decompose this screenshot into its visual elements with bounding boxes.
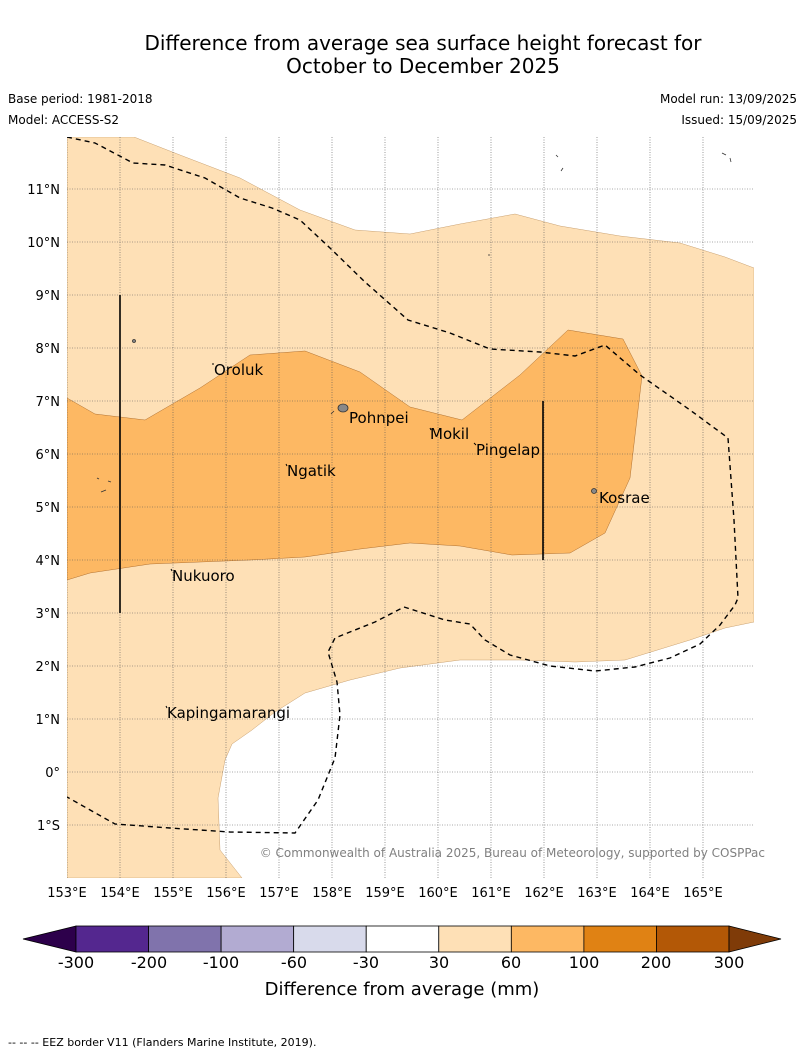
lat-label: 6°N [36, 448, 61, 463]
latitude-gridlines [67, 188, 754, 826]
colorbar-segment [148, 925, 222, 953]
lon-label: 165°E [683, 886, 723, 901]
colorbar-tick-label: 200 [641, 953, 672, 972]
lon-label: 158°E [312, 886, 352, 901]
model-name: Model: ACCESS-S2 [8, 113, 120, 127]
pohnpei-island-shape [337, 403, 349, 413]
map-panel: Oroluk Pohnpei Mokil Pingelap Ngatik Kos… [27, 137, 765, 901]
map-figure: Oroluk Pohnpei Mokil Pingelap Ngatik Kos… [22, 137, 782, 1000]
eez-legend-footer: -- -- -- EEZ border V11 (Flanders Marine… [8, 1036, 317, 1049]
colorbar-label: Difference from average (mm) [265, 979, 540, 1000]
colorbar-segments [75, 925, 730, 953]
place-label-mokil: Mokil [430, 425, 469, 443]
title-line-2: October to December 2025 [286, 54, 560, 78]
colorbar-tick-label: 60 [501, 953, 521, 972]
base-period: Base period: 1981-2018 [8, 92, 153, 106]
colorbar-tick-label: 100 [569, 953, 600, 972]
lon-label: 154°E [100, 886, 140, 901]
lat-label: 11°N [27, 183, 60, 198]
small-island-shape [132, 339, 136, 343]
lat-label: 4°N [36, 554, 61, 569]
lon-label: 159°E [365, 886, 405, 901]
place-labels: Oroluk Pohnpei Mokil Pingelap Ngatik Kos… [165, 361, 650, 722]
lon-label: 161°E [471, 886, 511, 901]
lon-label: 157°E [259, 886, 299, 901]
colorbar-segment [220, 925, 295, 953]
lat-label: 10°N [27, 236, 60, 251]
colorbar-tick-label: -60 [281, 953, 307, 972]
lat-label: 1°S [37, 819, 60, 834]
colorbar-segment [293, 925, 367, 953]
colorbar-tick-label: -100 [203, 953, 239, 972]
lat-label: 7°N [36, 395, 61, 410]
place-label-ngatik: Ngatik [287, 462, 336, 480]
colorbar-tick-label: -300 [58, 953, 94, 972]
colorbar-segment [510, 925, 585, 953]
colorbar-segment [75, 925, 149, 953]
kosrae-island-shape [591, 488, 597, 494]
place-label-kapingamarangi: Kapingamarangi [167, 704, 290, 722]
lon-label: 155°E [153, 886, 193, 901]
colorbar-tick-label: -200 [131, 953, 167, 972]
anomaly-60-100-region [67, 329, 643, 581]
lat-label: 1°N [36, 713, 61, 728]
colorbar-segment [438, 925, 512, 953]
map-title: Difference from average sea surface heig… [0, 32, 804, 78]
title-line-1: Difference from average sea surface heig… [144, 31, 702, 55]
colorbar: -300 -200 -100 -60 -30 30 60 100 200 300… [22, 925, 782, 1000]
lon-label: 156°E [206, 886, 246, 901]
lat-label: 2°N [36, 660, 61, 675]
lat-label: 5°N [36, 501, 61, 516]
lon-label: 164°E [630, 886, 670, 901]
lat-label: 9°N [36, 289, 61, 304]
colorbar-tick-label: -30 [353, 953, 379, 972]
colorbar-tick-label: 30 [429, 953, 449, 972]
model-run: Model run: 13/09/2025 [659, 92, 797, 106]
colorbar-segment [365, 925, 440, 953]
place-label-nukuoro: Nukuoro [172, 567, 235, 585]
lon-label: 163°E [577, 886, 617, 901]
colorbar-segment [583, 925, 657, 953]
lat-label: 8°N [36, 342, 61, 357]
place-label-oroluk: Oroluk [214, 361, 263, 379]
colorbar-tick-labels: -300 -200 -100 -60 -30 30 60 100 200 300 [58, 953, 744, 972]
colorbar-over-triangle [728, 925, 782, 953]
latitude-axis-labels: 11°N 10°N 9°N 8°N 7°N 6°N 5°N 4°N 3°N 2°… [27, 183, 60, 834]
colorbar-under-triangle [22, 925, 77, 953]
lon-label: 153°E [47, 886, 87, 901]
place-label-pohnpei: Pohnpei [349, 409, 409, 427]
colorbar-tick-label: 300 [714, 953, 745, 972]
place-label-pingelap: Pingelap [476, 441, 540, 459]
lon-label: 160°E [418, 886, 458, 901]
colorbar-segment [656, 925, 730, 953]
eez-border [67, 137, 739, 834]
lat-label: 0° [45, 766, 60, 781]
lat-label: 3°N [36, 607, 61, 622]
longitude-axis-labels: 153°E 154°E 155°E 156°E 157°E 158°E 159°… [47, 886, 723, 901]
place-label-kosrae: Kosrae [599, 489, 650, 507]
lon-label: 162°E [524, 886, 564, 901]
issued-date: Issued: 15/09/2025 [681, 113, 797, 127]
copyright-notice: © Commonwealth of Australia 2025, Bureau… [260, 846, 765, 860]
longitude-gridlines [67, 137, 704, 878]
island-outlines [96, 152, 732, 494]
